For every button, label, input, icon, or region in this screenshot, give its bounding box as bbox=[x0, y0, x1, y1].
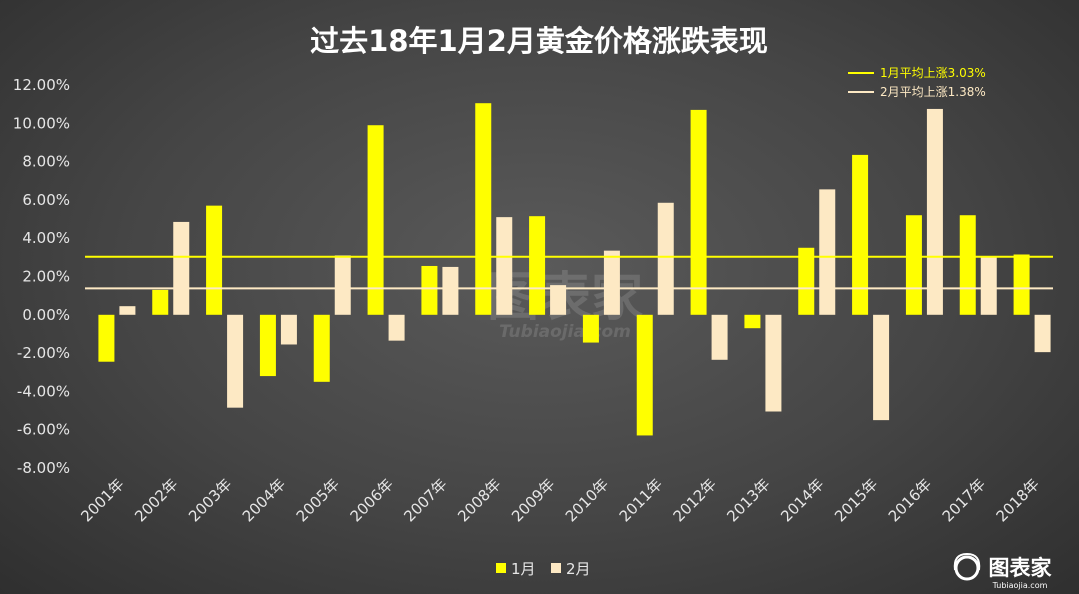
bar-feb bbox=[1034, 314, 1051, 353]
bar-jan bbox=[152, 289, 169, 315]
reference-legend-label: 1月平均上涨3.03% bbox=[880, 65, 986, 80]
bar-jan bbox=[959, 215, 976, 315]
y-tick-label: 4.00% bbox=[22, 229, 70, 247]
bar-feb bbox=[388, 314, 405, 341]
y-tick-label: 2.00% bbox=[22, 268, 70, 286]
y-tick-label: -6.00% bbox=[17, 421, 70, 439]
bar-jan bbox=[98, 314, 115, 362]
x-category-label: 2004年 bbox=[239, 475, 289, 525]
x-category-label: 2014年 bbox=[777, 475, 827, 525]
bar-feb bbox=[496, 217, 513, 315]
reference-legend-label: 2月平均上涨1.38% bbox=[880, 84, 986, 99]
bar-jan bbox=[798, 247, 815, 315]
bar-jan bbox=[582, 314, 599, 343]
bar-feb bbox=[819, 189, 836, 315]
x-category-label: 2016年 bbox=[885, 475, 935, 525]
bar-jan bbox=[313, 314, 330, 382]
x-category-label: 2006年 bbox=[347, 475, 397, 525]
logo-headphone-icon bbox=[953, 552, 981, 571]
bar-jan bbox=[1013, 254, 1030, 315]
y-tick-label: -4.00% bbox=[17, 382, 70, 400]
x-axis-labels: 2001年 2002年 2003年 2004年 2005年 2006年 2007年 2008年… bbox=[77, 475, 1043, 525]
logo-head-icon bbox=[954, 555, 980, 581]
legend-swatch bbox=[496, 563, 506, 573]
bar-jan bbox=[475, 103, 492, 315]
bar-jan bbox=[852, 154, 869, 315]
x-category-label: 2008年 bbox=[454, 475, 504, 525]
bar-jan bbox=[421, 265, 438, 315]
y-tick-label: 12.00% bbox=[13, 76, 70, 94]
bar-jan bbox=[690, 109, 707, 315]
bar-feb bbox=[980, 257, 997, 315]
bar-feb bbox=[711, 314, 728, 360]
x-category-label: 2010年 bbox=[562, 475, 612, 525]
x-category-label: 2007年 bbox=[400, 475, 450, 525]
bar-jan bbox=[206, 205, 223, 315]
bar-feb bbox=[657, 202, 674, 315]
y-tick-label: -8.00% bbox=[17, 459, 70, 477]
logo-brand: 图表家 bbox=[989, 556, 1053, 580]
bar-jan bbox=[529, 216, 546, 315]
x-category-label: 2003年 bbox=[185, 475, 235, 525]
series-legend: 1月 2月 bbox=[496, 560, 591, 578]
y-axis-ticks: -8.00% -6.00% -4.00% -2.00% 0.00% 2.00% 4.00% 6… bbox=[13, 76, 70, 477]
bar-jan bbox=[367, 125, 384, 315]
bar-jan bbox=[636, 314, 653, 436]
bar-feb bbox=[173, 221, 190, 315]
x-category-label: 2013年 bbox=[723, 475, 773, 525]
legend-swatch bbox=[551, 563, 561, 573]
x-category-label: 2005年 bbox=[293, 475, 343, 525]
y-tick-label: 8.00% bbox=[22, 153, 70, 171]
bar-feb bbox=[280, 314, 297, 345]
bar-feb bbox=[227, 314, 244, 408]
watermark-domain: Tubiaojia.com bbox=[499, 322, 631, 342]
y-tick-label: 0.00% bbox=[22, 306, 70, 324]
corner-logo: 图表家 Tubiaojia.com bbox=[953, 552, 1053, 590]
reference-lines bbox=[85, 255, 1053, 290]
x-category-label: 2002年 bbox=[131, 475, 181, 525]
bar-feb bbox=[334, 255, 351, 315]
bar-jan bbox=[259, 314, 276, 377]
legend-label: 1月 bbox=[511, 560, 536, 578]
y-tick-label: 10.00% bbox=[13, 114, 70, 132]
x-category-label: 2017年 bbox=[939, 475, 989, 525]
bar-feb bbox=[442, 266, 459, 315]
x-category-label: 2001年 bbox=[77, 475, 127, 525]
bar-feb bbox=[119, 306, 136, 315]
y-tick-label: 6.00% bbox=[22, 191, 70, 209]
reference-legend: 1月平均上涨3.03% 2月平均上涨1.38% bbox=[848, 65, 986, 99]
x-category-label: 2018年 bbox=[993, 475, 1043, 525]
bar-feb bbox=[873, 314, 890, 421]
bar-feb bbox=[550, 285, 567, 315]
chart-title: 过去18年1月2月黄金价格涨跌表现 bbox=[310, 24, 768, 58]
legend-label: 2月 bbox=[566, 560, 591, 578]
y-tick-label: -2.00% bbox=[17, 344, 70, 362]
x-category-label: 2012年 bbox=[670, 475, 720, 525]
x-category-label: 2011年 bbox=[616, 475, 666, 525]
x-category-label: 2015年 bbox=[831, 475, 881, 525]
bar-feb bbox=[603, 250, 620, 315]
bar-feb bbox=[765, 314, 782, 412]
bar-jan bbox=[905, 215, 922, 315]
x-category-label: 2009年 bbox=[508, 475, 558, 525]
bar-jan bbox=[744, 314, 761, 329]
bar-feb bbox=[926, 108, 943, 315]
logo-domain: Tubiaojia.com bbox=[992, 581, 1048, 590]
